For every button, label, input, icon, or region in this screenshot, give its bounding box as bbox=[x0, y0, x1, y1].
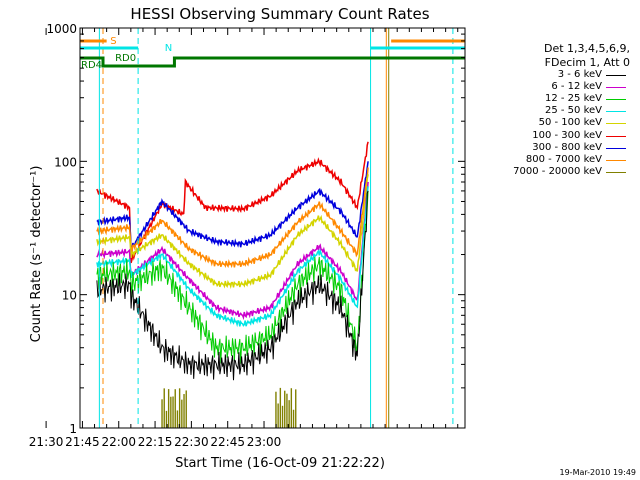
legend-swatch bbox=[606, 99, 626, 101]
legend-swatch bbox=[606, 75, 626, 76]
legend-item: 50 - 100 keV bbox=[470, 117, 630, 129]
legend-swatch bbox=[606, 87, 626, 89]
legend-label: 12 - 25 keV bbox=[544, 93, 602, 105]
x-tick-label: 22:30 bbox=[174, 435, 209, 449]
legend-label: 25 - 50 keV bbox=[544, 105, 602, 117]
legend-swatch bbox=[606, 135, 626, 137]
annotation-s: S bbox=[110, 36, 116, 47]
legend-swatch bbox=[606, 123, 626, 125]
series-300-800kev bbox=[96, 161, 369, 252]
legend-label: 50 - 100 keV bbox=[538, 117, 602, 129]
legend-label: 800 - 7000 keV bbox=[525, 153, 602, 165]
footer-timestamp: 19-Mar-2010 19:49 bbox=[560, 468, 637, 477]
legend-header-1: Det 1,3,4,5,6,9, bbox=[543, 42, 630, 55]
legend-item: 25 - 50 keV bbox=[470, 105, 630, 117]
y-tick-label: 100 bbox=[54, 155, 77, 169]
y-axis-label: Count Rate (s⁻¹ detector⁻¹) bbox=[29, 166, 44, 343]
legend-item: 7000 - 20000 keV bbox=[470, 166, 630, 178]
legend-swatch bbox=[606, 111, 626, 113]
series-25-50kev bbox=[96, 186, 369, 328]
legend-item: 3 - 6 keV bbox=[470, 69, 630, 81]
legend-label: 7000 - 20000 keV bbox=[513, 165, 602, 177]
x-tick-label: 22:15 bbox=[138, 435, 173, 449]
chart-title: HESSI Observing Summary Count Rates bbox=[130, 5, 429, 23]
legend-label: 100 - 300 keV bbox=[532, 129, 602, 141]
legend-item: 6 - 12 keV bbox=[470, 81, 630, 93]
y-tick-label: 10 bbox=[62, 289, 77, 303]
annotation-n: N bbox=[165, 43, 172, 54]
x-tick-label: 23:00 bbox=[247, 435, 282, 449]
legend-swatch bbox=[606, 159, 626, 161]
legend-label: 300 - 800 keV bbox=[532, 141, 602, 153]
series-12-25kev bbox=[96, 190, 369, 364]
legend-swatch bbox=[606, 171, 626, 173]
annotation-rd0: RD0 bbox=[115, 53, 136, 64]
legend-label: 3 - 6 keV bbox=[557, 69, 602, 80]
legend-item: 100 - 300 keV bbox=[470, 130, 630, 142]
bar-rd bbox=[80, 56, 465, 68]
x-tick-label: 21:45 bbox=[65, 435, 100, 449]
legend-item: 800 - 7000 keV bbox=[470, 154, 630, 166]
series-800-7000kev bbox=[96, 167, 369, 269]
x-tick-label: 21:30 bbox=[29, 435, 64, 449]
legend-label: 6 - 12 keV bbox=[551, 81, 602, 93]
x-axis-label: Start Time (16-Oct-09 21:22:22) bbox=[175, 456, 385, 471]
y-tick-label: 1000 bbox=[46, 22, 77, 36]
annotation-rd4: RD4 bbox=[81, 60, 102, 71]
plot-frame bbox=[79, 27, 466, 429]
series-3-6kev bbox=[96, 190, 369, 381]
legend-item: 12 - 25 keV bbox=[470, 93, 630, 105]
y-tick-label: 1 bbox=[69, 422, 77, 436]
legend-swatch bbox=[606, 147, 626, 149]
x-tick-label: 22:00 bbox=[101, 435, 136, 449]
series-100-300kev bbox=[96, 141, 369, 264]
x-tick-label: 22:45 bbox=[210, 435, 245, 449]
legend-item: 300 - 800 keV bbox=[470, 142, 630, 154]
series-50-100kev bbox=[96, 174, 369, 290]
legend-header-2: FDecim 1, Att 0 bbox=[544, 56, 630, 69]
series-6-12kev bbox=[96, 181, 369, 321]
